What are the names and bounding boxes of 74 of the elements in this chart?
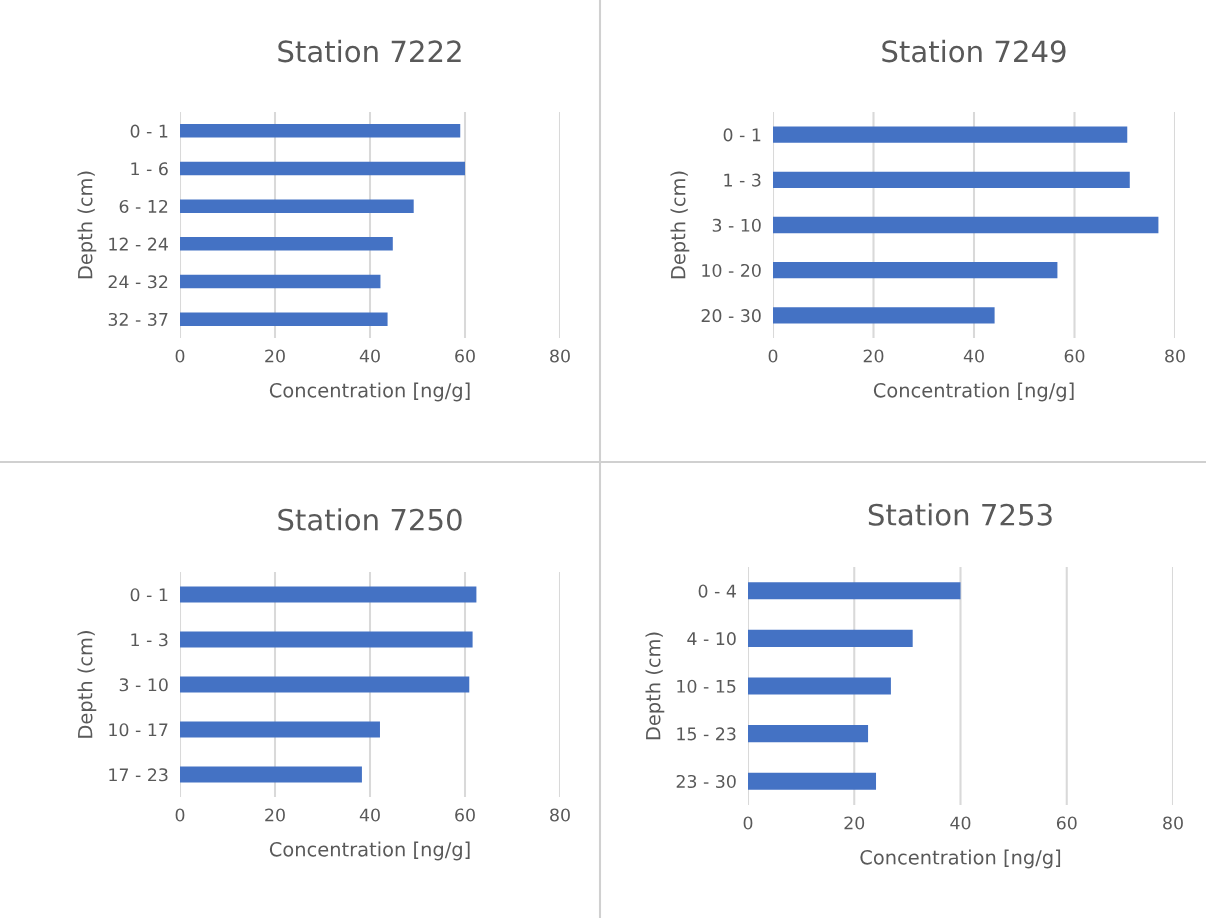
y-tick-label: 0 - 4 xyxy=(698,584,736,598)
y-tick-label: 1 - 3 xyxy=(131,633,168,647)
x-tick-label: 40 xyxy=(359,808,380,822)
x-axis-title: Concentration [ng/g] xyxy=(860,849,1061,869)
x-tick-label: 60 xyxy=(1064,349,1085,363)
bar xyxy=(773,216,1159,234)
y-tick-label: 23 - 30 xyxy=(676,774,736,789)
x-tick-label: 80 xyxy=(550,808,570,822)
chart-title: Station 7253 xyxy=(868,503,1052,526)
bar xyxy=(180,721,380,738)
y-tick-label: 1 - 6 xyxy=(131,162,168,176)
bar xyxy=(180,586,477,603)
x-tick-label: 20 xyxy=(265,808,285,822)
y-tick-label: 24 - 32 xyxy=(108,275,168,289)
x-tick-label: 20 xyxy=(265,349,285,363)
bar xyxy=(748,725,869,743)
y-tick-label: 3 - 10 xyxy=(712,218,761,232)
bar xyxy=(773,126,1128,143)
x-tick-label: 60 xyxy=(455,349,475,363)
y-axis-title: Depth (cm) xyxy=(77,171,97,279)
x-tick-label: 0 xyxy=(768,349,778,363)
bar xyxy=(180,766,362,783)
x-tick-label: 20 xyxy=(844,816,865,830)
x-axis-title: Concentration [ng/g] xyxy=(269,382,470,402)
x-tick-label: 80 xyxy=(1165,349,1185,363)
x-tick-label: 60 xyxy=(1056,816,1077,830)
x-axis-title: Concentration [ng/g] xyxy=(873,382,1074,402)
y-tick-label: 32 - 37 xyxy=(108,312,168,327)
x-tick-label: 0 xyxy=(175,349,185,363)
bar xyxy=(748,772,877,790)
y-axis-title: Depth (cm) xyxy=(77,631,97,738)
y-tick-label: 17 - 23 xyxy=(109,768,168,782)
bar xyxy=(180,312,388,326)
x-tick-label: 40 xyxy=(950,816,971,830)
bar xyxy=(748,582,961,600)
bar xyxy=(748,677,891,695)
x-tick-label: 20 xyxy=(863,349,884,363)
chart-title: Station 7222 xyxy=(278,39,461,63)
x-tick-label: 40 xyxy=(359,349,380,363)
y-tick-label: 12 - 24 xyxy=(109,237,168,251)
y-tick-label: 4 - 10 xyxy=(687,632,736,646)
y-axis-title: Depth (cm) xyxy=(645,632,665,740)
bar xyxy=(773,171,1130,188)
x-tick-label: 60 xyxy=(455,808,475,822)
bar xyxy=(180,199,414,213)
bar xyxy=(748,629,913,647)
y-tick-label: 0 - 1 xyxy=(130,124,168,138)
y-tick-label: 20 - 30 xyxy=(701,309,761,323)
y-tick-label: 1 - 3 xyxy=(724,173,761,187)
y-tick-label: 10 - 17 xyxy=(109,723,168,737)
y-tick-label: 10 - 20 xyxy=(702,263,761,278)
bar xyxy=(180,161,465,176)
x-tick-label: 40 xyxy=(963,349,984,363)
y-tick-label: 0 - 1 xyxy=(723,128,761,142)
x-tick-label: 0 xyxy=(743,816,753,830)
chart-title: Station 7249 xyxy=(882,39,1066,63)
y-tick-label: 15 - 23 xyxy=(677,727,736,741)
y-axis-title: Depth (cm) xyxy=(670,171,690,279)
bar xyxy=(180,274,381,289)
chart-title: Station 7250 xyxy=(278,508,462,531)
y-tick-label: 10 - 15 xyxy=(677,679,736,693)
bar xyxy=(180,237,393,251)
bar xyxy=(180,631,473,648)
y-tick-label: 3 - 10 xyxy=(119,678,168,692)
x-tick-label: 0 xyxy=(175,808,185,822)
x-tick-label: 80 xyxy=(550,349,570,363)
bar xyxy=(180,124,461,138)
bar xyxy=(773,307,995,324)
y-tick-label: 6 - 12 xyxy=(119,199,168,214)
bar xyxy=(180,676,470,693)
y-tick-label: 0 - 1 xyxy=(130,588,168,602)
x-tick-label: 80 xyxy=(1163,816,1183,830)
x-axis-title: Concentration [ng/g] xyxy=(269,841,470,861)
bar xyxy=(773,262,1058,279)
